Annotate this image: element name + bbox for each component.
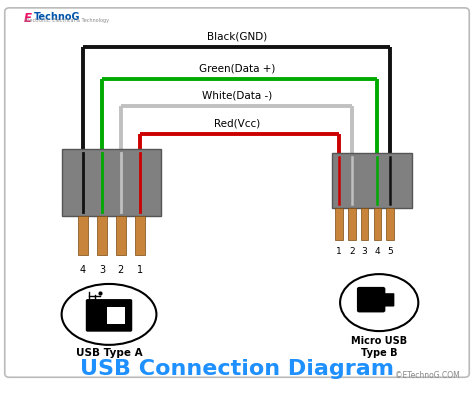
Bar	[348, 208, 356, 240]
Text: 3: 3	[99, 265, 105, 275]
Bar	[335, 208, 343, 240]
Ellipse shape	[62, 284, 156, 345]
Text: 4: 4	[80, 265, 86, 275]
Bar	[97, 216, 107, 255]
Text: Black(GND): Black(GND)	[207, 32, 267, 42]
Bar	[135, 216, 145, 255]
Bar	[361, 208, 368, 240]
Text: 1: 1	[137, 265, 143, 275]
Text: 5: 5	[387, 247, 393, 256]
Ellipse shape	[340, 274, 419, 331]
Text: 2: 2	[349, 247, 355, 256]
Bar	[386, 208, 394, 240]
Text: 2: 2	[118, 265, 124, 275]
Bar	[374, 208, 381, 240]
Text: E: E	[24, 12, 32, 25]
Text: USB Type A: USB Type A	[76, 348, 142, 358]
Text: Micro USB
Type B: Micro USB Type B	[351, 336, 407, 358]
FancyBboxPatch shape	[382, 293, 394, 307]
Text: White(Data -): White(Data -)	[202, 91, 272, 101]
Text: 1: 1	[336, 247, 342, 256]
Text: ©ETechnoG.COM: ©ETechnoG.COM	[395, 371, 460, 380]
FancyBboxPatch shape	[357, 287, 385, 312]
FancyBboxPatch shape	[5, 8, 469, 377]
Text: 4: 4	[374, 247, 380, 256]
Bar	[332, 153, 412, 208]
Bar	[62, 149, 161, 216]
Bar	[78, 216, 88, 255]
FancyBboxPatch shape	[86, 299, 132, 332]
Text: 3: 3	[362, 247, 367, 256]
Text: Electronic, Electrical & Technology: Electronic, Electrical & Technology	[25, 18, 109, 23]
Text: Green(Data +): Green(Data +)	[199, 63, 275, 73]
Text: TechnoG: TechnoG	[34, 12, 81, 22]
Bar	[107, 307, 125, 324]
Text: USB Connection Diagram: USB Connection Diagram	[80, 360, 394, 379]
Bar	[116, 216, 126, 255]
Text: Red(Vcc): Red(Vcc)	[214, 118, 260, 128]
